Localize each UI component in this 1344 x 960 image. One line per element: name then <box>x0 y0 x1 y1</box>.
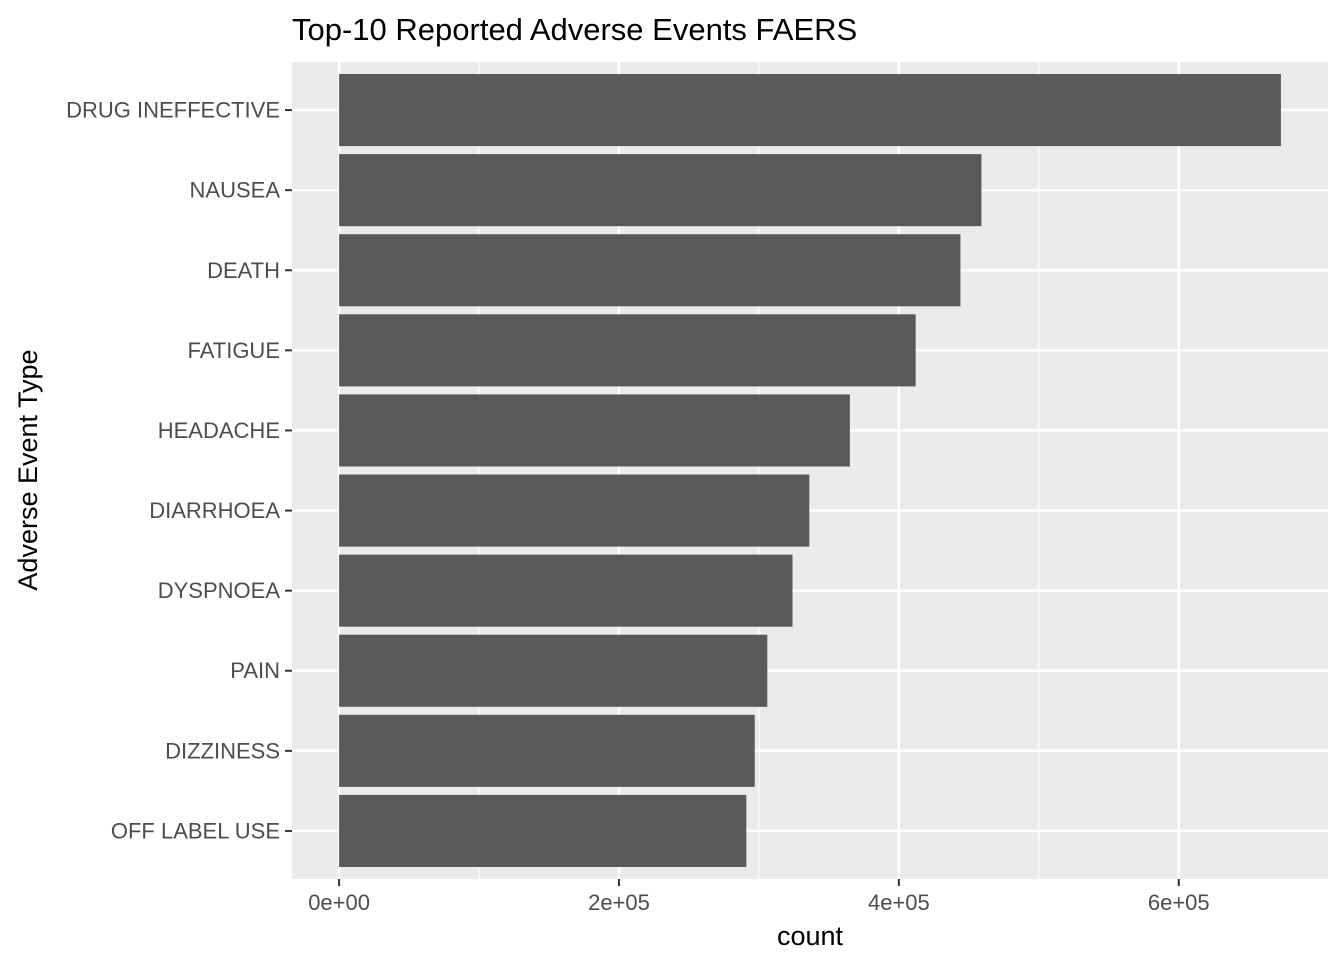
x-tick-label: 4e+05 <box>868 890 930 915</box>
y-axis: DRUG INEFFECTIVE NAUSEA DEATH FATIGUE HEADAC… <box>66 98 292 843</box>
bar <box>339 714 755 787</box>
x-tick-label: 6e+05 <box>1148 890 1210 915</box>
bar <box>339 314 916 387</box>
x-axis: 0e+00 2e+05 4e+05 6e+05 <box>308 879 1210 915</box>
y-tick-label: DIARRHOEA <box>149 498 280 523</box>
y-tick-label: DYSPNOEA <box>158 578 281 603</box>
chart-title: Top-10 Reported Adverse Events FAERS <box>292 12 857 47</box>
x-tick-label: 0e+00 <box>308 890 370 915</box>
y-tick-label: FATIGUE <box>188 338 281 363</box>
y-tick-label: DRUG INEFFECTIVE <box>66 98 280 123</box>
y-tick-label: PAIN <box>230 658 280 683</box>
bar <box>339 154 982 227</box>
bar <box>339 74 1281 147</box>
bar <box>339 794 747 867</box>
bars <box>339 74 1281 867</box>
bar <box>339 554 793 627</box>
y-tick-label: OFF LABEL USE <box>111 818 280 843</box>
bar <box>339 634 768 707</box>
bar <box>339 474 810 547</box>
y-axis-title: Adverse Event Type <box>13 349 43 590</box>
x-tick-label: 2e+05 <box>588 890 650 915</box>
x-axis-title: count <box>777 921 844 951</box>
bar <box>339 394 850 467</box>
y-tick-label: DEATH <box>207 258 280 283</box>
bar <box>339 234 961 307</box>
y-tick-label: DIZZINESS <box>165 738 280 763</box>
y-tick-label: HEADACHE <box>158 418 280 443</box>
y-tick-label: NAUSEA <box>190 178 281 203</box>
